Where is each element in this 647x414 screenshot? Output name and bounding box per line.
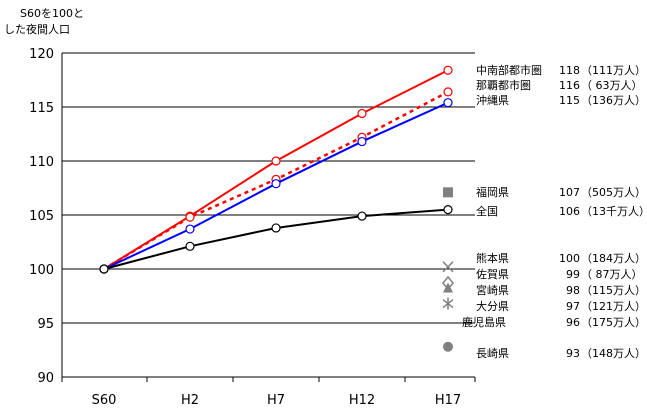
label-pop-point-5: （175万人） (581, 316, 646, 329)
label-pop-point-6: （148万人） (581, 347, 646, 360)
point-h17-1 (442, 261, 454, 273)
label-name-point-5: 鹿児島県 (462, 315, 506, 329)
series-2-point-2 (271, 179, 281, 189)
series-0-point-2 (271, 156, 281, 166)
label-pop-point-3: （115万人） (581, 284, 646, 297)
y-tick-90: 90 (37, 371, 54, 386)
label-value-point-4: 97 (566, 300, 580, 313)
y-tick-115: 115 (29, 101, 54, 116)
x-tick-H17: H17 (435, 393, 461, 408)
y-axis-title-line-1: S60を100と (20, 7, 84, 20)
label-value-point-1: 100 (559, 252, 580, 265)
x-tick-S60: S60 (92, 393, 117, 408)
label-value-series-1: 116 (559, 79, 580, 92)
label-value-point-3: 98 (566, 284, 580, 297)
point-h17-0 (443, 187, 453, 198)
series-lines (99, 65, 453, 274)
label-pop-point-0: （505万人） (581, 186, 646, 199)
label-value-point-5: 96 (566, 316, 580, 329)
point-h17-6 (443, 341, 453, 352)
series-3-point-0 (99, 264, 109, 274)
label-pop-series-3: （13千万人） (581, 205, 647, 218)
x-tick-H12: H12 (349, 393, 375, 408)
label-value-series-3: 106 (559, 205, 580, 218)
series-3-point-4 (443, 205, 453, 215)
x-tick-H2: H2 (181, 393, 199, 408)
y-axis-title-line-2: した夜間人口 (4, 22, 70, 36)
point-h17-4-c (442, 298, 454, 309)
point-h17-1-b (442, 261, 454, 273)
label-name-point-1: 熊本県 (476, 251, 509, 265)
series-2-point-4 (443, 98, 453, 108)
series-2-point-1 (185, 224, 195, 234)
label-value-point-6: 93 (566, 347, 580, 360)
label-name-series-2: 沖縄県 (476, 93, 509, 107)
series-3-point-1 (185, 241, 195, 251)
y-tick-120: 120 (29, 47, 54, 62)
series-0-point-4 (443, 65, 453, 75)
tick-labels: 90 95 100 105 110 115 120 S60 H2 H7 H12 H17 (29, 47, 461, 408)
label-name-point-2: 佐賀県 (476, 267, 509, 281)
label-pop-point-1: （184万人） (581, 252, 646, 265)
series-labels: 中南部都市圏 118 （111万人）那覇都市圏 116 （ 63万人）沖縄県 115 （13… (462, 63, 647, 360)
label-value-point-0: 107 (559, 186, 580, 199)
label-name-series-3: 全国 (476, 204, 498, 218)
label-name-point-6: 長崎県 (476, 346, 509, 360)
point-h17-3 (443, 282, 453, 293)
x-tick-H7: H7 (267, 393, 285, 408)
label-name-series-1: 那覇都市圏 (476, 78, 531, 92)
series-1-point-1 (185, 212, 195, 222)
y-tick-110: 110 (29, 155, 54, 170)
label-value-series-2: 115 (559, 94, 580, 107)
series-0-point-3 (357, 108, 367, 119)
label-pop-series-2: （136万人） (581, 94, 646, 107)
y-tick-100: 100 (29, 263, 54, 278)
label-name-point-4: 大分県 (476, 299, 509, 313)
label-pop-point-2: （ 87万人） (581, 268, 643, 281)
h17-points (442, 187, 454, 352)
series-1-point-4 (443, 87, 453, 97)
series-3-point-2 (271, 223, 281, 233)
label-pop-series-0: （111万人） (581, 64, 646, 77)
series-2-point-3 (357, 136, 367, 147)
y-tick-95: 95 (37, 317, 54, 332)
label-value-series-0: 118 (559, 64, 580, 77)
label-name-point-0: 福岡県 (476, 185, 509, 199)
point-h17-4 (442, 297, 454, 310)
label-name-point-3: 宮崎県 (476, 283, 509, 297)
gridlines (62, 52, 475, 324)
label-value-point-2: 99 (566, 268, 580, 281)
label-pop-series-1: （ 63万人） (581, 79, 643, 92)
series-3-point-3 (357, 211, 367, 221)
label-name-series-0: 中南部都市圏 (476, 63, 542, 77)
axes (61, 53, 476, 382)
label-pop-point-4: （121万人） (581, 300, 646, 313)
y-tick-105: 105 (29, 209, 54, 224)
